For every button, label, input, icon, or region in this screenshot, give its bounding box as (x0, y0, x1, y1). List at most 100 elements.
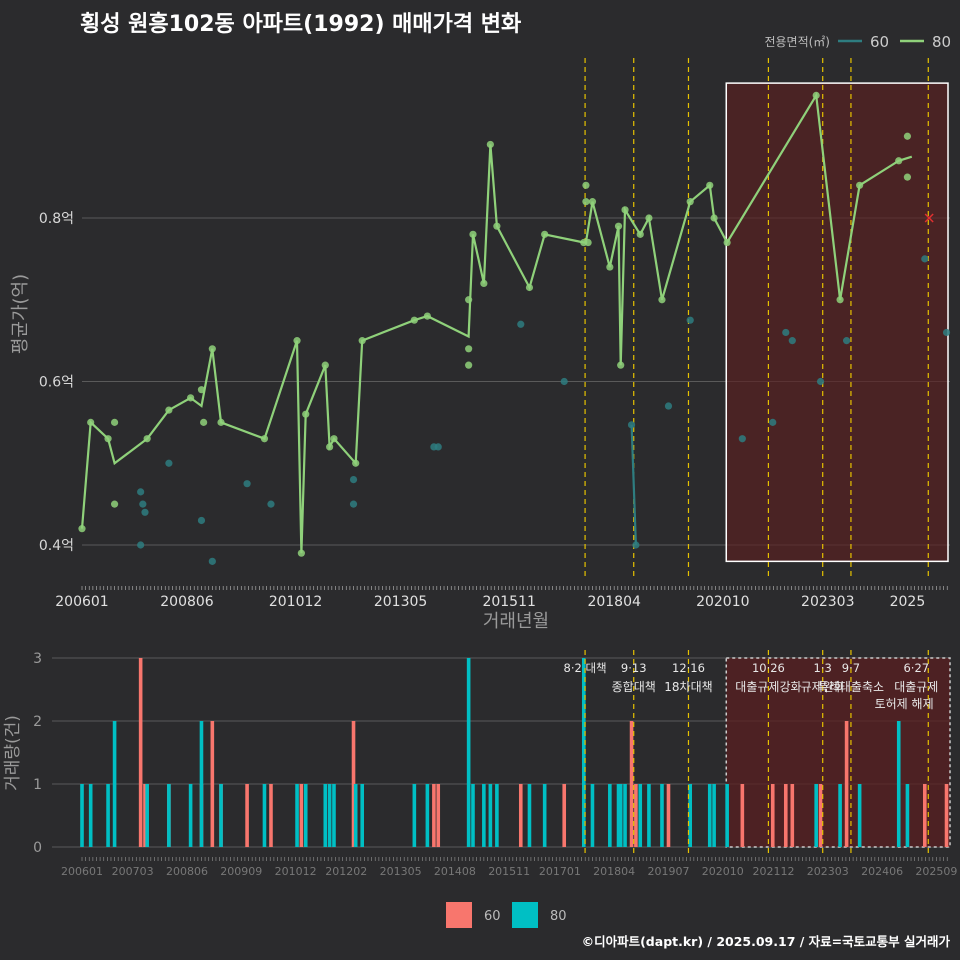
data-point-80 (87, 418, 95, 426)
data-point-80 (104, 435, 112, 443)
x-tick-label: 201012 (269, 594, 322, 610)
data-point-80 (723, 238, 731, 247)
data-point-80 (645, 214, 653, 222)
data-point-80 (110, 500, 119, 508)
policy-name: 토허제 해제 (875, 697, 934, 711)
volume-x-tick: 201907 (647, 865, 689, 878)
data-point-80 (143, 435, 151, 443)
highlight-box (725, 82, 949, 563)
volume-x-tick: 202010 (702, 865, 744, 878)
volume-bar-80 (688, 784, 693, 847)
y-tick-label: 0.6억 (39, 375, 74, 391)
volume-legend-label-60: 60 (484, 909, 501, 924)
volume-bar-80 (542, 784, 547, 847)
volume-bar-60 (269, 784, 273, 847)
data-point-60 (942, 328, 951, 337)
data-point-80 (658, 296, 666, 304)
data-point-80 (614, 222, 623, 230)
data-point-60 (349, 476, 358, 484)
data-point-60 (137, 541, 145, 549)
data-point-80 (706, 181, 714, 189)
chart-title: 횡성 원흥102동 아파트(1992) 매매가격 변화 (80, 12, 522, 37)
data-point-60 (208, 557, 216, 565)
data-point-60 (782, 328, 790, 337)
volume-x-tick: 201202 (325, 865, 367, 878)
volume-bar-80 (638, 784, 643, 847)
data-point-80 (582, 181, 590, 189)
volume-y-tick: 3 (33, 651, 42, 667)
volume-bar-80 (623, 784, 627, 847)
volume-x-tick: 201804 (593, 865, 635, 878)
y-axis-title: 평균가(억) (10, 274, 31, 354)
volume-bar-80 (188, 784, 193, 847)
area-legend: 전용면적(㎡) 60 80 (764, 33, 951, 51)
data-point-80 (621, 206, 629, 214)
volume-bar-60 (666, 784, 671, 847)
x-tick-label: 202010 (696, 594, 749, 610)
data-point-80 (465, 345, 473, 353)
volume-bar-80 (712, 784, 716, 847)
x-tick-label: 201511 (482, 594, 535, 610)
data-point-80 (903, 132, 912, 140)
data-point-80 (293, 337, 301, 345)
volume-bar-60 (432, 784, 436, 847)
data-point-80 (110, 418, 119, 426)
data-point-80 (606, 263, 614, 271)
policy-date: 8·2 대책 (564, 661, 607, 675)
volume-bar-80 (896, 721, 901, 847)
data-point-80 (469, 230, 477, 238)
volume-x-tick: 202303 (807, 865, 849, 878)
data-point-60 (769, 418, 777, 426)
data-point-60 (517, 320, 525, 328)
policy-name: 특례대출축소 (818, 680, 884, 694)
data-point-80 (465, 361, 473, 369)
data-point-80 (200, 418, 208, 426)
volume-bar-80 (145, 784, 149, 847)
volume-bar-60 (944, 784, 949, 847)
volume-bar-80 (495, 784, 499, 847)
data-point-80 (584, 238, 592, 247)
latest-marker (924, 213, 934, 223)
volume-bar-80 (353, 784, 358, 847)
data-point-60 (686, 316, 694, 324)
volume-bar-60 (210, 721, 215, 847)
y-tick-label: 0.8억 (39, 211, 74, 227)
data-point-80 (895, 157, 903, 165)
volume-x-tick: 202112 (752, 865, 794, 878)
policy-name: 대출규제강화 (735, 680, 801, 694)
volume-bar-80 (581, 658, 586, 847)
volume-highlight-region (725, 657, 951, 848)
volume-bar-60 (245, 784, 249, 847)
volume-bar-80 (488, 784, 493, 847)
policy-date: 10·26 (752, 661, 785, 675)
volume-bar-80 (660, 784, 664, 847)
data-point-80 (525, 283, 534, 292)
volume-bar-80 (323, 784, 328, 847)
x-tick-label: 202303 (801, 594, 854, 610)
policy-date: 1·3 (814, 661, 832, 675)
data-point-80 (165, 406, 173, 414)
volume-bar-60 (518, 784, 523, 847)
data-point-80 (486, 140, 494, 149)
volume-bar-80 (360, 784, 365, 847)
volume-bar-80 (482, 784, 486, 847)
volume-bar-60 (770, 784, 775, 847)
data-point-80 (208, 345, 216, 353)
volume-highlight-box (725, 657, 951, 848)
data-point-80 (326, 443, 334, 451)
legend-title: 전용면적(㎡) (764, 35, 830, 49)
volume-x-tick: 201511 (488, 865, 530, 878)
data-point-60 (664, 402, 673, 410)
policy-name: 18차대책 (664, 679, 712, 694)
data-point-80 (812, 91, 820, 99)
volume-bar-80 (332, 784, 336, 847)
volume-bar-80 (167, 784, 171, 847)
volume-legend-key-60 (446, 902, 472, 928)
x-tick-label: 200601 (55, 594, 108, 610)
data-point-60 (165, 459, 173, 467)
data-point-80 (410, 316, 418, 324)
data-point-80 (423, 312, 431, 320)
data-point-80 (856, 181, 864, 189)
volume-bar-60 (923, 784, 927, 847)
